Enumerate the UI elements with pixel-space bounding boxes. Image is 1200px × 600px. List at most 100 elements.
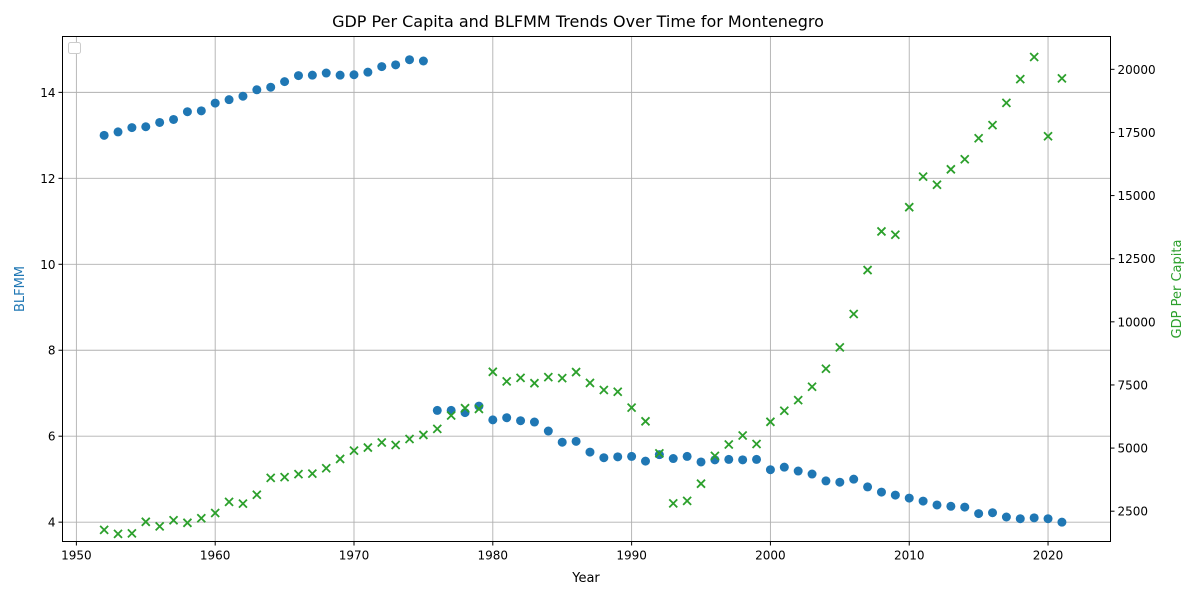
- blfmm-point: [349, 70, 359, 80]
- gdp-point: [196, 513, 206, 523]
- blfmm-point: [377, 62, 387, 72]
- gdp-series: [99, 52, 1067, 539]
- y-right-tick-label: 5000: [1118, 442, 1149, 456]
- blfmm-point: [418, 56, 428, 66]
- blfmm-point: [182, 107, 192, 117]
- gdp-point: [543, 372, 553, 382]
- gdp-point: [890, 230, 900, 240]
- blfmm-point: [432, 405, 442, 415]
- blfmm-point: [1043, 514, 1053, 524]
- gdp-point: [1057, 73, 1067, 84]
- gdp-point: [876, 226, 887, 237]
- blfmm-point: [529, 417, 539, 427]
- gdp-point: [224, 497, 234, 507]
- blfmm-point: [752, 454, 762, 464]
- blfmm-point: [1057, 517, 1067, 527]
- gdp-point: [529, 378, 540, 388]
- blfmm-point: [224, 95, 234, 105]
- blfmm-point: [946, 501, 956, 511]
- y-left-tick-label: 8: [48, 344, 56, 358]
- blfmm-point: [613, 452, 623, 462]
- blfmm-point: [266, 82, 276, 92]
- gdp-point: [1001, 98, 1012, 108]
- blfmm-point: [141, 122, 151, 132]
- tick-layer: 1950 1960 1970 1980 1990 2000 2010 2020 4 6 8 10 12 1…: [40, 63, 1155, 563]
- gdp-point: [696, 479, 706, 489]
- gdp-point: [266, 473, 276, 483]
- gdp-point: [293, 469, 304, 479]
- y-right-tick-label: 10000: [1118, 315, 1156, 329]
- blfmm-point: [557, 437, 567, 447]
- x-tick-label: 1950: [61, 549, 92, 563]
- y-right-tick-label: 17500: [1118, 126, 1156, 140]
- blfmm-point: [335, 70, 345, 80]
- gdp-point: [668, 498, 678, 509]
- blfmm-point: [516, 416, 526, 426]
- gdp-point: [640, 416, 651, 426]
- gdp-point: [862, 265, 873, 275]
- gdp-point: [557, 373, 567, 383]
- blfmm-point: [280, 77, 290, 87]
- y-right-tick-label: 20000: [1118, 63, 1156, 77]
- blfmm-series: [99, 55, 1067, 527]
- y-right-tick-label: 15000: [1118, 189, 1156, 203]
- x-tick-label: 1970: [339, 549, 370, 563]
- blfmm-point: [863, 482, 873, 492]
- gdp-point: [238, 498, 248, 509]
- blfmm-point: [307, 70, 317, 80]
- blfmm-point: [169, 114, 179, 124]
- gdp-point: [946, 164, 956, 174]
- gdp-point: [654, 448, 665, 459]
- blfmm-point: [210, 98, 220, 108]
- gdp-point: [1043, 131, 1053, 141]
- gdp-point: [793, 395, 803, 405]
- blfmm-point: [835, 477, 845, 487]
- blfmm-point: [543, 426, 553, 436]
- blfmm-point: [932, 500, 942, 510]
- blfmm-point: [113, 127, 123, 137]
- gdp-point: [973, 133, 984, 143]
- gdp-point: [918, 172, 928, 182]
- gdp-point: [432, 424, 442, 434]
- gdp-point: [488, 367, 498, 377]
- blfmm-point: [918, 496, 928, 506]
- blfmm-point: [321, 68, 331, 78]
- gdp-point: [821, 364, 831, 374]
- blfmm-point: [1029, 513, 1039, 523]
- gdp-point: [835, 342, 845, 352]
- y-axis-left-title: BLFMM: [13, 266, 28, 312]
- gdp-point: [626, 403, 637, 413]
- gdp-point: [751, 439, 762, 449]
- gdp-point: [377, 437, 387, 448]
- gdp-point: [99, 525, 109, 535]
- gdp-point: [585, 378, 595, 388]
- gdp-point: [765, 417, 776, 427]
- y-left-tick-label: 10: [40, 258, 55, 272]
- y-right-tick-label: 2500: [1118, 505, 1149, 519]
- gdp-point: [168, 515, 179, 525]
- gdp-point: [349, 445, 359, 456]
- gdp-point: [210, 508, 220, 518]
- x-tick-label: 1980: [478, 549, 509, 563]
- gdp-point: [724, 439, 734, 450]
- blfmm-point: [474, 401, 484, 411]
- blfmm-point: [779, 462, 789, 472]
- y-left-tick-label: 6: [48, 430, 56, 444]
- x-tick-label: 2000: [755, 549, 786, 563]
- legend-box: [68, 42, 81, 54]
- blfmm-point: [724, 454, 734, 464]
- gdp-point: [779, 406, 789, 416]
- gdp-point: [1029, 52, 1039, 62]
- blfmm-point: [765, 465, 775, 475]
- gdp-point: [113, 529, 123, 539]
- gdp-point: [127, 528, 137, 539]
- blfmm-point: [405, 55, 415, 65]
- y-left-tick-label: 12: [40, 172, 55, 186]
- blfmm-point: [654, 450, 664, 460]
- blfmm-point: [155, 117, 165, 127]
- gdp-point: [515, 373, 526, 383]
- blfmm-point: [585, 447, 595, 457]
- blfmm-point: [821, 476, 831, 486]
- gdp-point: [252, 490, 262, 500]
